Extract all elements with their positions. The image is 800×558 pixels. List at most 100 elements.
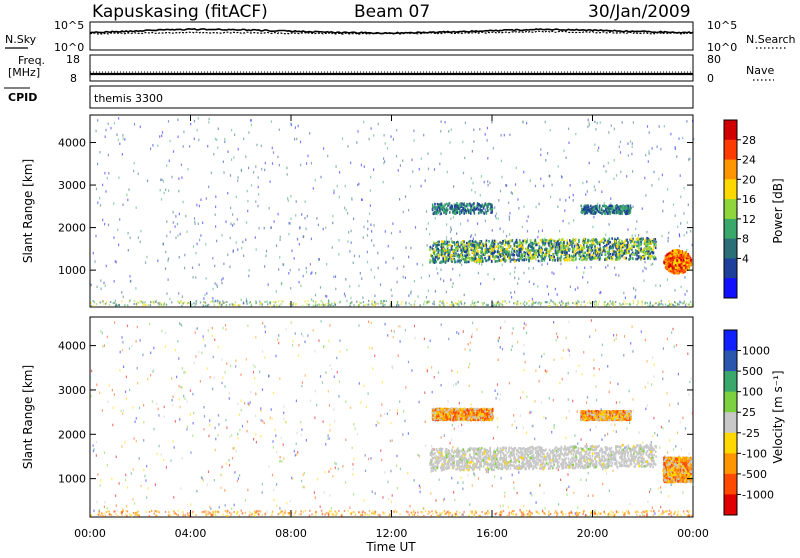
noise-point bbox=[475, 191, 476, 194]
noise-point bbox=[627, 228, 628, 231]
echo-point bbox=[665, 257, 667, 260]
near-range-point bbox=[91, 305, 92, 307]
echo-point bbox=[679, 250, 681, 253]
echo-point bbox=[593, 208, 595, 211]
noise-point bbox=[255, 200, 256, 203]
noise-point bbox=[350, 297, 351, 300]
noise-point bbox=[582, 276, 583, 279]
noise-point bbox=[476, 328, 477, 331]
echo-point bbox=[505, 251, 507, 254]
echo-point bbox=[608, 243, 610, 246]
noise-point bbox=[226, 328, 227, 331]
echo-point bbox=[555, 252, 557, 255]
noise-point bbox=[441, 324, 442, 327]
noise-point bbox=[288, 199, 289, 202]
echo-point bbox=[542, 253, 544, 256]
noise-point bbox=[614, 267, 615, 270]
noise-point bbox=[589, 162, 590, 165]
noise-point bbox=[342, 137, 343, 140]
noise-point bbox=[193, 245, 194, 248]
echo-point bbox=[466, 242, 468, 245]
noise-point bbox=[209, 424, 210, 427]
noise-point bbox=[661, 426, 662, 429]
echo-point bbox=[580, 205, 582, 208]
noise-point bbox=[329, 429, 330, 432]
nave-right-tick-high: 80 bbox=[707, 53, 721, 66]
echo-point bbox=[578, 241, 580, 244]
noise-point bbox=[284, 405, 285, 408]
noise-point bbox=[359, 255, 360, 258]
near-range-point bbox=[92, 300, 93, 302]
echo-point bbox=[551, 240, 553, 243]
near-range-point bbox=[231, 303, 232, 305]
noise-point bbox=[631, 153, 632, 156]
noise-point bbox=[216, 284, 217, 287]
noise-point bbox=[205, 243, 206, 246]
echo-point bbox=[520, 241, 522, 244]
y-tick-label: 2000 bbox=[58, 222, 86, 235]
noise-point bbox=[609, 490, 610, 493]
near-range-point bbox=[524, 301, 525, 303]
near-range-point bbox=[225, 301, 226, 303]
noise-point bbox=[427, 152, 428, 155]
echo-point bbox=[577, 246, 579, 249]
noise-point bbox=[523, 353, 524, 356]
noise-point bbox=[141, 485, 142, 488]
echo-point bbox=[452, 241, 454, 244]
noise-point bbox=[461, 264, 462, 267]
noise-point bbox=[140, 241, 141, 244]
noise-point bbox=[441, 120, 442, 123]
noise-point bbox=[391, 501, 392, 504]
noise-point bbox=[524, 344, 525, 347]
near-range-point bbox=[550, 305, 551, 307]
noise-point bbox=[547, 263, 548, 266]
power-scatter-group bbox=[91, 117, 695, 307]
noise-point bbox=[240, 374, 241, 377]
noise-point bbox=[290, 500, 291, 503]
noise-point bbox=[604, 434, 605, 437]
echo-point bbox=[454, 260, 456, 263]
near-range-point bbox=[540, 304, 541, 306]
echo-point bbox=[491, 260, 493, 263]
cpid-panel-frame bbox=[90, 86, 693, 108]
noise-point bbox=[173, 496, 174, 499]
near-range-point bbox=[423, 303, 424, 305]
near-range-point bbox=[455, 302, 456, 304]
noise-point bbox=[518, 207, 519, 210]
noise-point bbox=[180, 487, 181, 490]
echo-point bbox=[601, 213, 603, 216]
noise-point bbox=[114, 393, 115, 396]
noise-point bbox=[324, 491, 325, 494]
echo-point bbox=[553, 239, 555, 242]
noise-point bbox=[179, 213, 180, 216]
echo-point bbox=[602, 205, 604, 208]
noise-point bbox=[452, 424, 453, 427]
noise-point bbox=[315, 294, 316, 297]
noise-point bbox=[446, 291, 447, 294]
noise-point bbox=[575, 288, 576, 291]
noise-point bbox=[626, 175, 627, 178]
noise-point bbox=[175, 215, 176, 218]
noise-point bbox=[539, 484, 540, 487]
echo-point bbox=[439, 254, 441, 257]
noise-point bbox=[255, 236, 256, 239]
noise-point bbox=[194, 220, 195, 223]
noise-point bbox=[230, 207, 231, 210]
noise-point bbox=[529, 412, 530, 415]
noise-point bbox=[679, 235, 680, 238]
noise-point bbox=[614, 159, 615, 162]
echo-point bbox=[575, 250, 577, 253]
noise-point bbox=[192, 434, 193, 437]
noise-point bbox=[286, 502, 287, 505]
noise-point bbox=[187, 168, 188, 171]
near-range-point bbox=[567, 305, 568, 307]
near-range-point bbox=[593, 301, 594, 303]
echo-point bbox=[619, 239, 621, 242]
echo-point bbox=[603, 249, 605, 252]
noise-point bbox=[419, 485, 420, 488]
noise-point bbox=[198, 351, 199, 354]
echo-point bbox=[466, 258, 468, 261]
noise-point bbox=[408, 256, 409, 259]
echo-point bbox=[518, 251, 520, 254]
